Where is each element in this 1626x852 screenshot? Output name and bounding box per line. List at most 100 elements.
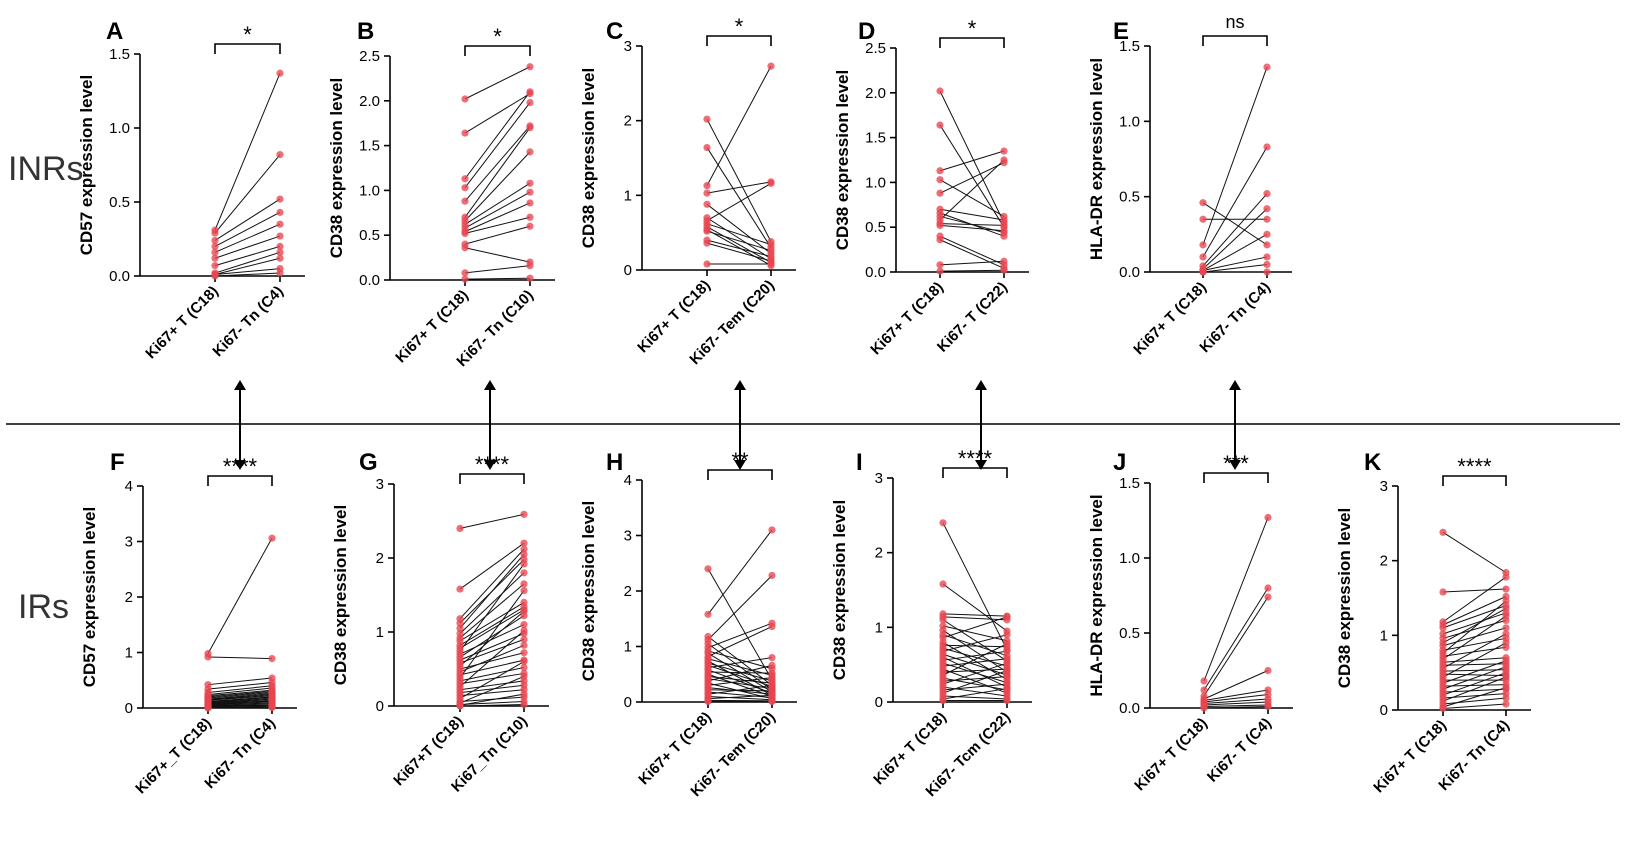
data-point [1264,584,1272,592]
pair-line [942,629,1008,673]
pair-line [207,693,273,700]
pair-line [707,529,773,615]
panel-f: F CD57 expression level 0 1 2 3 4 Ki67+_T (C18)… [80,449,297,797]
panel-letter: C [606,18,623,45]
y-tick-label: 4 [125,478,133,495]
pair-line [207,689,273,697]
arrow-head-down [234,460,246,470]
x-category-label: Ki67+ T (C18) [142,283,222,363]
pair-line [1442,633,1507,669]
y-tick-label: 1.0 [109,120,130,137]
data-point [1200,677,1208,685]
y-tick-label: 0.0 [865,264,886,281]
data-point [703,115,711,123]
data-point [936,87,944,95]
arrow-head-down [1229,460,1241,470]
pair-line [464,216,531,234]
y-tick-label: 3 [1380,478,1388,495]
data-point [526,124,534,132]
double-arrow [484,380,496,470]
y-axis-title: CD38 expression level [331,505,350,685]
pair-line [707,689,773,692]
y-tick-label: 1.5 [1119,38,1140,55]
data-point [1199,215,1207,223]
data-point [461,95,469,103]
pair-line [464,247,531,263]
y-tick-label: 0 [875,694,883,711]
data-point [1502,630,1510,638]
data-point [767,260,775,268]
pair-line [707,675,773,684]
data-point [520,700,528,709]
arrow-head-up [734,380,746,390]
data-point [520,550,528,558]
significance-bracket [1202,35,1268,46]
pair-line [1442,596,1507,626]
data-point [1000,227,1008,235]
pair-line [459,610,525,667]
pair-line [942,616,1008,621]
data-point [276,242,284,250]
data-point [526,98,534,107]
pair-line [459,553,525,629]
pair-line [459,601,525,642]
data-point [767,62,775,70]
pair-line [207,706,273,708]
y-tick-label: 1.0 [1119,550,1140,567]
significance-bracket [942,467,1008,478]
pair-line [1442,642,1507,678]
data-point [939,580,947,588]
data-point [703,227,711,235]
data-point [268,534,276,542]
pair-line [1202,146,1268,258]
y-axis-title: CD38 expression level [833,70,852,250]
significance-label: * [493,24,502,49]
pair-line [464,125,531,202]
pair-line [207,690,273,698]
data-point [767,246,775,255]
data-point [1263,190,1271,198]
pair-line [707,657,773,669]
double-arrow [234,380,246,470]
data-point [768,661,776,669]
pair-line [1203,698,1269,704]
pair-line [707,684,773,695]
pair-line [706,65,772,186]
y-tick-label: 2 [125,589,133,606]
data-point [276,232,284,240]
data-point [939,696,947,705]
pair-line [942,662,1008,684]
pair-line [459,659,525,676]
data-point [1263,268,1271,276]
pair-line [706,147,772,248]
pair-line [942,658,1008,667]
pair-line [1442,672,1507,696]
data-point [1502,700,1510,708]
data-point [936,189,944,197]
pair-line [942,643,1008,676]
pair-line [942,522,1008,650]
panel-d: D CD38 expression level 0.0 0.5 1.0 1.5 2.0 2.5… [833,16,1029,358]
significance-bracket [207,475,273,486]
pair-line [464,91,531,180]
x-category-label: Ki67- T (C4) [1204,715,1275,786]
data-point [1263,215,1271,223]
pair-line [942,668,1008,673]
pair-line [459,704,525,707]
y-tick-label: 0 [376,698,384,715]
data-point [1199,253,1207,261]
data-point [1263,241,1271,249]
data-point [526,222,534,230]
pair-line [1442,687,1507,708]
pair-line [459,624,525,655]
panel-letter: B [357,18,374,45]
pair-line [1442,697,1507,705]
pair-line [706,182,772,222]
y-axis-title: CD38 expression level [327,78,346,258]
pair-line [942,650,1008,661]
y-tick-label: 4 [624,472,632,489]
pair-line [939,235,1005,266]
pair-line [459,548,525,620]
